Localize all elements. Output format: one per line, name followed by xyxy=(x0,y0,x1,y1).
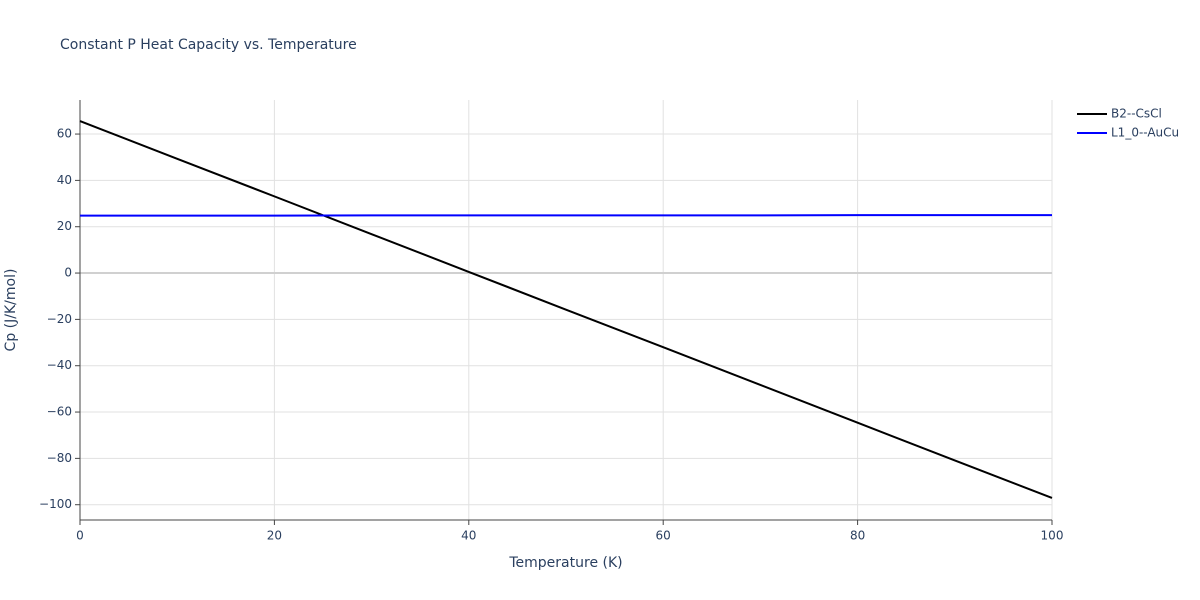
y-tick-label: 40 xyxy=(57,173,72,187)
legend-label: L1_0--AuCu xyxy=(1111,126,1179,140)
x-axis-title: Temperature (K) xyxy=(508,555,622,571)
y-axis-title: Cp (J/K/mol) xyxy=(3,269,19,352)
y-tick-label: 0 xyxy=(64,266,72,280)
line xyxy=(79,120,1053,499)
x-tick-label: 100 xyxy=(1041,529,1064,543)
x-tick-label: 80 xyxy=(850,529,865,543)
x-tick-label: 20 xyxy=(267,529,282,543)
y-tick-label: −100 xyxy=(39,497,72,511)
y-tick-label: −40 xyxy=(47,358,72,372)
legend-label: B2--CsCl xyxy=(1111,107,1162,121)
y-tick-label: 60 xyxy=(57,127,72,141)
x-tick-label: 60 xyxy=(656,529,671,543)
y-tick-label: −80 xyxy=(47,451,72,465)
y-tick-label: −60 xyxy=(47,405,72,419)
y-tick-label: −20 xyxy=(47,312,72,326)
x-tick-label: 0 xyxy=(76,529,84,543)
y-tick-label: 20 xyxy=(57,219,72,233)
chart-title: Constant P Heat Capacity vs. Temperature xyxy=(60,37,357,53)
x-tick-label: 40 xyxy=(461,529,476,543)
